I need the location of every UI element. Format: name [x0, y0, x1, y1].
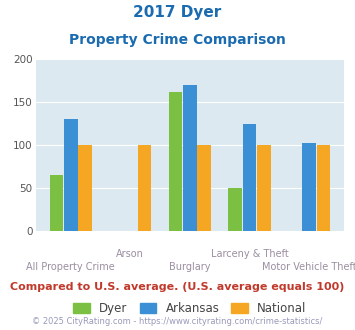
Text: Burglary: Burglary — [169, 262, 211, 272]
Bar — [197, 145, 211, 231]
Bar — [317, 145, 330, 231]
Text: Compared to U.S. average. (U.S. average equals 100): Compared to U.S. average. (U.S. average … — [10, 282, 345, 292]
Bar — [257, 145, 271, 231]
Bar — [302, 144, 316, 231]
Text: Larceny & Theft: Larceny & Theft — [211, 249, 288, 259]
Text: 2017 Dyer: 2017 Dyer — [133, 5, 222, 20]
Bar — [228, 188, 242, 231]
Text: Motor Vehicle Theft: Motor Vehicle Theft — [262, 262, 355, 272]
Bar — [169, 92, 182, 231]
Bar — [243, 124, 256, 231]
Text: Arson: Arson — [116, 249, 144, 259]
Bar — [64, 119, 77, 231]
Bar — [50, 175, 63, 231]
Bar — [78, 145, 92, 231]
Bar — [183, 85, 197, 231]
Text: All Property Crime: All Property Crime — [26, 262, 115, 272]
Legend: Dyer, Arkansas, National: Dyer, Arkansas, National — [73, 302, 306, 315]
Text: © 2025 CityRating.com - https://www.cityrating.com/crime-statistics/: © 2025 CityRating.com - https://www.city… — [32, 317, 323, 326]
Bar — [138, 145, 152, 231]
Text: Property Crime Comparison: Property Crime Comparison — [69, 33, 286, 47]
